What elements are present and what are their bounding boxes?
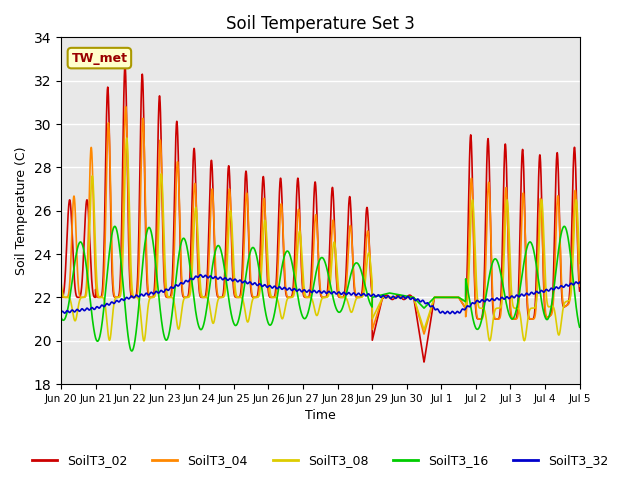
SoilT3_08 (57, 279, 65, 285)
SoilT3_16 (57, 314, 65, 320)
Title: Soil Temperature Set 3: Soil Temperature Set 3 (226, 15, 415, 33)
Line: SoilT3_32: SoilT3_32 (61, 275, 580, 313)
Line: SoilT3_16: SoilT3_16 (61, 227, 580, 351)
SoilT3_04 (57, 288, 65, 294)
SoilT3_04 (147, 294, 155, 300)
Legend: SoilT3_02, SoilT3_04, SoilT3_08, SoilT3_16, SoilT3_32: SoilT3_02, SoilT3_04, SoilT3_08, SoilT3_… (27, 449, 614, 472)
SoilT3_16 (561, 224, 568, 229)
SoilT3_02 (278, 214, 286, 220)
SoilT3_02 (420, 359, 428, 365)
SoilT3_32 (196, 272, 204, 277)
SoilT3_32 (278, 286, 286, 292)
SoilT3_04 (576, 283, 584, 289)
SoilT3_32 (510, 295, 518, 300)
SoilT3_08 (576, 261, 584, 266)
SoilT3_08 (140, 338, 148, 344)
SoilT3_08 (116, 293, 124, 299)
SoilT3_16 (116, 251, 124, 256)
SoilT3_02 (510, 316, 518, 322)
SoilT3_32 (576, 279, 584, 285)
SoilT3_02 (147, 294, 155, 300)
SoilT3_08 (257, 286, 264, 291)
SoilT3_32 (147, 289, 155, 295)
SoilT3_16 (256, 273, 264, 279)
SoilT3_16 (278, 261, 286, 267)
SoilT3_08 (279, 315, 287, 321)
Line: SoilT3_04: SoilT3_04 (61, 107, 580, 334)
SoilT3_04 (510, 316, 518, 322)
SoilT3_02 (57, 294, 65, 300)
SoilT3_16 (128, 348, 136, 354)
SoilT3_08 (566, 297, 573, 302)
SoilT3_02 (116, 279, 124, 285)
Line: SoilT3_02: SoilT3_02 (61, 65, 580, 362)
SoilT3_16 (576, 324, 584, 330)
SoilT3_08 (147, 295, 155, 300)
SoilT3_16 (566, 247, 573, 252)
SoilT3_16 (510, 315, 518, 321)
X-axis label: Time: Time (305, 409, 336, 422)
SoilT3_32 (451, 311, 459, 316)
SoilT3_32 (566, 282, 573, 288)
Y-axis label: Soil Temperature (C): Soil Temperature (C) (15, 146, 28, 275)
SoilT3_02 (566, 288, 573, 293)
SoilT3_02 (576, 288, 584, 294)
SoilT3_16 (147, 229, 155, 235)
SoilT3_08 (510, 305, 518, 311)
SoilT3_04 (256, 276, 264, 281)
SoilT3_08 (123, 135, 131, 141)
SoilT3_32 (116, 298, 124, 303)
SoilT3_04 (116, 290, 124, 296)
SoilT3_02 (121, 62, 129, 68)
SoilT3_32 (256, 281, 264, 287)
SoilT3_04 (566, 297, 573, 303)
Text: TW_met: TW_met (72, 51, 127, 65)
SoilT3_04 (122, 104, 129, 109)
SoilT3_02 (256, 253, 264, 259)
SoilT3_04 (278, 216, 286, 221)
Line: SoilT3_08: SoilT3_08 (61, 138, 580, 341)
SoilT3_32 (57, 310, 65, 315)
SoilT3_04 (420, 331, 428, 337)
